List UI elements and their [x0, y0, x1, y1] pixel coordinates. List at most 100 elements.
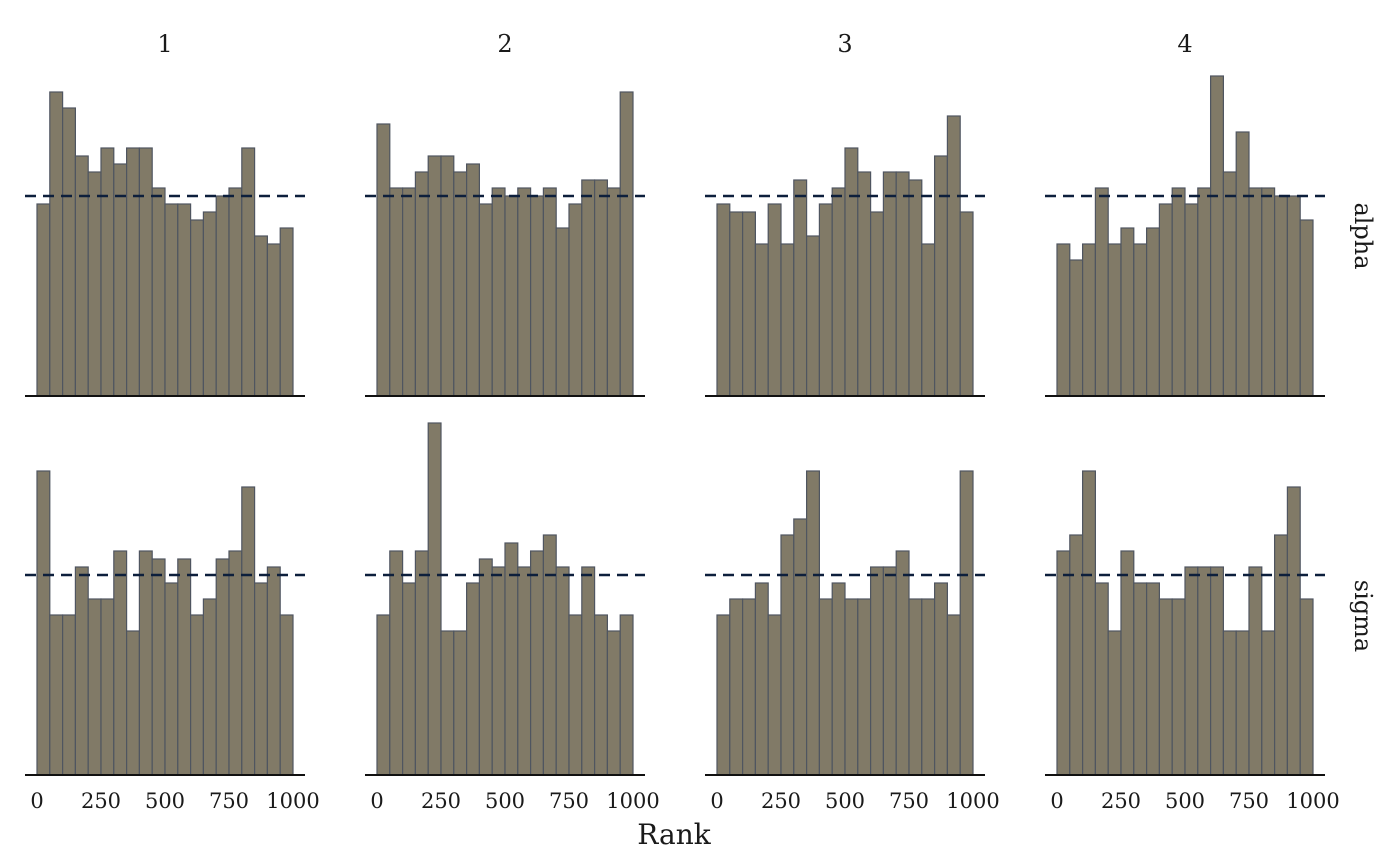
histogram-bar: [869, 211, 884, 397]
histogram-bar: [177, 203, 192, 397]
histogram-bar: [1209, 75, 1224, 397]
x-tick-label: 1000: [1286, 789, 1339, 813]
histogram-bar: [606, 187, 621, 397]
histogram-bar: [389, 550, 404, 776]
histogram-bar: [376, 123, 391, 397]
histogram-bar: [151, 187, 166, 397]
histogram-bar: [1158, 203, 1173, 397]
panel-alpha-3: [705, 115, 985, 397]
histogram-bar: [754, 243, 769, 397]
histogram-bar: [793, 518, 808, 776]
histogram-bar: [1120, 227, 1135, 397]
labels-layer: 1 2 3 4 alpha sigma: [157, 30, 1377, 652]
histogram-bar: [1197, 187, 1212, 397]
histogram-bar: [895, 550, 910, 776]
histogram-bar: [1286, 195, 1301, 397]
histogram-bar: [1056, 550, 1071, 776]
histogram-bar: [1107, 630, 1122, 776]
histogram-bar: [190, 219, 205, 397]
histogram-bar: [568, 203, 583, 397]
panel-alpha-2: [365, 91, 645, 397]
histogram-bar: [857, 598, 872, 776]
histogram-bar: [1248, 187, 1263, 397]
histogram-bar: [593, 614, 608, 776]
histogram-bar: [1081, 243, 1096, 397]
row-label-sigma: sigma: [1349, 580, 1377, 652]
histogram-bar: [844, 598, 859, 776]
histogram-bar: [729, 211, 744, 397]
histogram-bar: [1094, 582, 1109, 776]
histogram-bar: [113, 550, 128, 776]
histogram-bar: [100, 598, 115, 776]
histogram-bar: [164, 203, 179, 397]
histogram-bar: [716, 614, 731, 776]
histogram-bar: [87, 171, 102, 397]
histogram-bar: [895, 171, 910, 397]
x-tick-label: 0: [30, 789, 43, 813]
histogram-bar: [908, 179, 923, 397]
panel-sigma-2: 0 250 500 750 1000: [365, 422, 660, 813]
histogram-bar: [716, 203, 731, 397]
x-tick-label: 750: [209, 789, 249, 813]
x-tick-label: 750: [889, 789, 929, 813]
histogram-bar: [254, 582, 269, 776]
histogram-bar: [125, 630, 140, 776]
panel-sigma-1: 0 250 500 750 1000: [25, 470, 320, 813]
histogram-bar: [241, 147, 256, 397]
histogram-bar: [100, 147, 115, 397]
histogram-bar: [780, 243, 795, 397]
histogram-bar: [1261, 187, 1276, 397]
histogram-bar: [279, 227, 294, 397]
histogram-bar: [1286, 486, 1301, 776]
x-tick-label: 250: [81, 789, 121, 813]
histogram-bar: [1235, 630, 1250, 776]
column-label-3: 3: [837, 30, 852, 58]
histogram-bar: [61, 614, 76, 776]
histogram-bar: [805, 470, 820, 776]
histogram-bar: [113, 163, 128, 397]
panel-sigma-4: 0 250 500 750 1000: [1045, 470, 1340, 813]
histogram-bar: [49, 614, 64, 776]
histogram-bar: [1235, 131, 1250, 397]
histogram-bar: [857, 171, 872, 397]
histogram-bar: [542, 187, 557, 397]
histogram-bar: [921, 243, 936, 397]
histogram-bar: [202, 211, 217, 397]
histogram-bar: [529, 195, 544, 397]
histogram-bar: [190, 614, 205, 776]
x-tick-label: 1000: [606, 789, 659, 813]
histogram-bar: [542, 534, 557, 776]
histogram-bar: [402, 187, 417, 397]
histogram-bar: [959, 211, 974, 397]
column-label-2: 2: [497, 30, 512, 58]
histogram-bar: [946, 115, 961, 397]
panel-alpha-4: [1045, 75, 1325, 397]
histogram-bar: [1081, 470, 1096, 776]
histogram-bar: [517, 566, 532, 776]
histogram-bar: [125, 147, 140, 397]
histogram-bar: [1145, 582, 1160, 776]
histogram-bar: [568, 614, 583, 776]
histogram-bar: [453, 171, 468, 397]
column-label-1: 1: [157, 30, 172, 58]
histogram-bar: [1222, 630, 1237, 776]
histogram-bar: [581, 179, 596, 397]
histogram-bar: [1184, 203, 1199, 397]
x-tick-label: 0: [1050, 789, 1063, 813]
histogram-bar: [1222, 171, 1237, 397]
histogram-bar: [138, 550, 153, 776]
x-tick-label: 750: [549, 789, 589, 813]
histogram-bar: [818, 203, 833, 397]
histogram-bar: [1107, 243, 1122, 397]
histogram-bar: [279, 614, 294, 776]
histogram-bar: [266, 566, 281, 776]
x-tick-label: 250: [1101, 789, 1141, 813]
x-tick-label: 0: [710, 789, 723, 813]
histogram-bar: [959, 470, 974, 776]
histogram-bar: [491, 566, 506, 776]
histogram-bar: [138, 147, 153, 397]
histogram-bar: [74, 566, 89, 776]
histogram-bar: [427, 155, 442, 397]
histogram-bar: [767, 203, 782, 397]
panels-layer: 0 250 500 750 1000 0 250 500 750 1000 0 250 500 750 10…: [25, 75, 1340, 813]
